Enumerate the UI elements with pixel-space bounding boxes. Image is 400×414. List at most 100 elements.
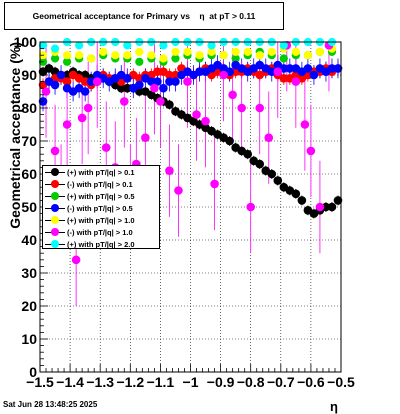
- y-tick-label: 10: [21, 331, 37, 347]
- y-tick-label: 40: [21, 232, 37, 248]
- data-point: [279, 54, 288, 63]
- data-point: [50, 80, 60, 90]
- legend-label: (-) with pT/|q| > 0.1: [67, 179, 133, 189]
- data-point: [183, 77, 192, 86]
- legend-marker-icon: [43, 166, 67, 178]
- data-point: [303, 64, 313, 73]
- y-tick-label: 60: [21, 166, 37, 182]
- data-point: [297, 196, 307, 205]
- legend-marker-icon: [43, 214, 67, 226]
- data-point: [192, 110, 201, 119]
- legend-entry: (-) with pT/|q| > 0.5: [43, 202, 159, 214]
- data-point: [207, 41, 216, 50]
- data-point: [159, 41, 168, 50]
- data-point: [255, 103, 265, 113]
- data-point: [171, 47, 180, 57]
- data-point: [135, 57, 144, 66]
- chart-title: Geometrical acceptance for Primary vs η …: [4, 2, 284, 30]
- y-axis-label: Geometrical acceptance (%): [7, 42, 23, 229]
- data-point: [315, 202, 325, 212]
- data-point: [62, 51, 72, 60]
- y-tick-label: 20: [21, 298, 37, 314]
- data-point: [303, 51, 312, 60]
- legend-label: (+) with pT/|q| > 0.5: [67, 191, 135, 201]
- data-point: [171, 77, 180, 86]
- data-point: [225, 136, 234, 146]
- legend-entry: (-) with pT/|q| > 1.0: [43, 226, 159, 238]
- data-point: [101, 143, 111, 152]
- data-point: [80, 87, 90, 96]
- data-point: [273, 67, 283, 76]
- data-point: [122, 74, 132, 83]
- y-tick-label: 30: [21, 265, 37, 281]
- data-point: [267, 169, 277, 179]
- data-point: [119, 97, 129, 106]
- data-point: [92, 77, 102, 86]
- x-tick-label: −1: [183, 374, 199, 390]
- legend-label: (+) with pT/|q| > 1.0: [67, 215, 135, 225]
- data-point: [159, 54, 168, 63]
- data-point: [41, 87, 51, 96]
- x-tick-label: −1.1: [147, 374, 175, 390]
- data-point: [246, 202, 255, 212]
- data-point: [291, 77, 301, 86]
- data-point: [273, 176, 283, 185]
- data-point: [71, 255, 81, 265]
- data-point: [264, 133, 274, 142]
- data-point: [165, 166, 174, 175]
- data-point: [99, 47, 108, 57]
- data-point: [147, 51, 156, 60]
- data-point: [291, 189, 301, 199]
- x-tick-label: −0.9: [207, 374, 235, 390]
- legend-label: (-) with pT/|q| > 1.0: [67, 227, 133, 237]
- data-point: [141, 133, 150, 142]
- data-point: [150, 83, 159, 93]
- data-point: [333, 196, 343, 205]
- legend-marker-icon: [43, 238, 67, 250]
- data-point: [243, 47, 252, 57]
- data-point: [201, 116, 210, 126]
- data-point: [56, 70, 66, 80]
- data-point: [267, 47, 276, 57]
- data-point: [237, 103, 246, 113]
- data-point: [183, 47, 192, 57]
- data-point: [50, 146, 60, 156]
- legend-entry: (+) with pT/|q| > 2.0: [43, 238, 159, 250]
- legend-label: (+) with pT/|q| > 2.0: [67, 239, 135, 249]
- data-point: [50, 44, 60, 53]
- x-tick-label: −0.5: [327, 374, 355, 390]
- data-point: [309, 70, 319, 80]
- x-tick-label: −1.3: [86, 374, 114, 390]
- y-tick-label: 0: [29, 364, 37, 380]
- data-point: [228, 90, 237, 100]
- data-point: [123, 51, 132, 60]
- legend-marker-icon: [43, 178, 67, 190]
- legend-marker-icon: [43, 226, 67, 238]
- legend-marker-icon: [43, 190, 67, 202]
- x-tick-label: −0.6: [297, 374, 325, 390]
- data-point: [306, 146, 316, 156]
- data-point: [75, 51, 84, 60]
- legend-label: (-) with pT/|q| > 0.5: [67, 203, 133, 213]
- data-point: [291, 47, 300, 57]
- data-point: [174, 186, 183, 195]
- data-point: [243, 149, 252, 159]
- data-point: [315, 47, 325, 57]
- data-point: [156, 97, 165, 106]
- data-point: [75, 41, 84, 50]
- y-tick-label: 70: [21, 133, 37, 149]
- legend-label: (+) with pT/|q| > 0.1: [67, 167, 135, 177]
- data-point: [210, 179, 219, 189]
- data-point: [219, 51, 228, 60]
- x-tick-label: −0.7: [267, 374, 295, 390]
- data-point: [231, 47, 240, 57]
- data-point: [255, 51, 264, 60]
- data-point: [135, 47, 144, 57]
- legend-entry: (+) with pT/|q| > 1.0: [43, 214, 159, 226]
- x-axis-label: η: [330, 399, 338, 414]
- data-point: [165, 100, 174, 109]
- data-point: [279, 41, 288, 50]
- legend-entry: (+) with pT/|q| > 0.5: [43, 190, 159, 202]
- x-tick-label: −1.5: [26, 374, 54, 390]
- data-point: [159, 83, 168, 93]
